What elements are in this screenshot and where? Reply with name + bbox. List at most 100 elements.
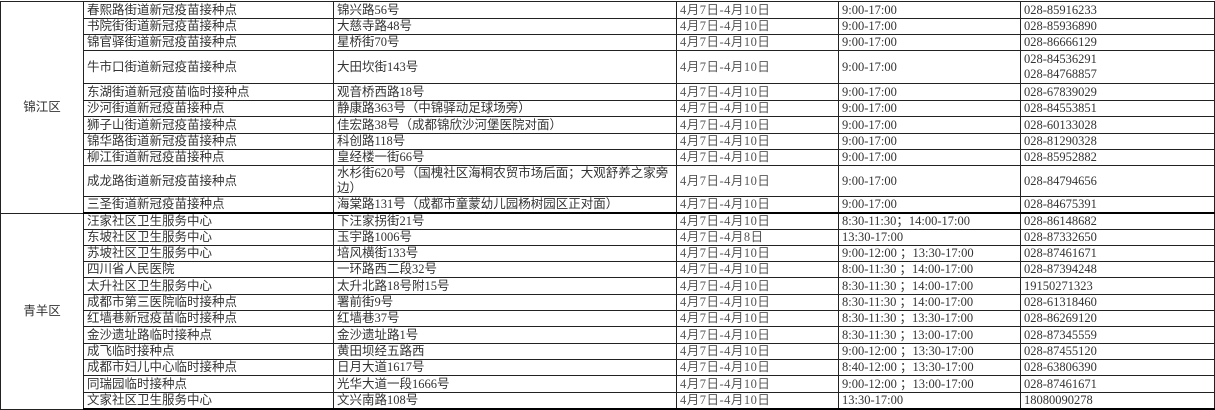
date-cell: 4月7日-4月10日 — [676, 165, 839, 197]
phone-number: 028-87345559 — [1024, 327, 1097, 342]
phone-number: 028-86666129 — [1024, 35, 1097, 50]
site-name-cell: 红墙巷新冠疫苗临时接种点 — [83, 310, 334, 327]
address-cell: 红墙巷37号 — [333, 310, 677, 327]
address-cell: 佳宏路38号（成都锦欣沙河堡医院对面） — [333, 116, 677, 134]
table-row: 锦官驿街道新冠疫苗接种点 星桥街70号 4月7日-4月10日 9:00-17:00 02… — [1, 34, 1215, 51]
phone-cell: 028-85936890 — [1020, 18, 1215, 35]
table-row: 青羊区 汪家社区卫生服务中心 下汪家拐街21号 4月7日-4月10日 8:30-11:3… — [0, 212, 1215, 410]
phone-cell: 028-87345559 — [1020, 326, 1215, 344]
time-cell: 13:30-17:00 — [838, 392, 1021, 410]
site-name-cell: 成龙路街道新冠疫苗接种点 — [83, 165, 334, 197]
address-cell: 海棠路131号（成都市童蒙幼儿园杨树园区正对面） — [333, 196, 677, 214]
phone-number: 028-84768857 — [1024, 67, 1097, 81]
table-row: 牛市口街道新冠疫苗接种点 大田坎街143号 4月7日-4月10日 9:00-17:00… — [1, 50, 1215, 84]
time-cell: 9:00-17:00 — [838, 133, 1021, 150]
address-cell: 文兴南路108号 — [333, 392, 677, 410]
time-cell: 9:00-17:00 — [838, 116, 1021, 134]
time-cell: 8:30-11:30 ；13:30-17:00 — [838, 310, 1021, 327]
date-cell: 4月7日-4月10日 — [676, 83, 839, 101]
site-name-cell: 锦官驿街道新冠疫苗接种点 — [83, 34, 334, 51]
address-cell: 下汪家拐街21号 — [333, 212, 677, 230]
phone-number: 028-87332650 — [1024, 230, 1097, 245]
address-cell: 培风横街133号 — [333, 245, 677, 262]
date-cell: 4月7日-4月10日 — [676, 294, 839, 311]
site-name-cell: 书院街街道新冠疫苗接种点 — [83, 18, 334, 35]
phone-number: 028-63806390 — [1024, 360, 1097, 375]
site-name-cell: 汪家社区卫生服务中心 — [83, 212, 334, 230]
phone-cell: 028-67839029 — [1020, 83, 1215, 101]
address-cell: 大田坎街143号 — [333, 50, 677, 84]
table-row: 文家社区卫生服务中心 文兴南路108号 4月7日-4月10日 13:30-17:00 1… — [1, 392, 1215, 410]
table-row: 锦华路街道新冠疫苗接种点 科创路118号 4月7日-4月10日 9:00-17:00 0… — [1, 133, 1215, 150]
table-row: 沙河街道新冠疫苗接种点 静康路363号（中锦驿动足球场旁） 4月7日-4月10日 9:… — [1, 100, 1215, 117]
address-cell: 金沙遗址路1号 — [333, 326, 677, 344]
time-cell: 9:00-17:00 — [838, 149, 1021, 166]
site-name-cell: 春熙路街道新冠疫苗接种点 — [83, 1, 334, 19]
address-cell: 光华大道一段1666号 — [333, 375, 677, 393]
phone-number: 028-84553851 — [1024, 101, 1097, 116]
address-cell: 锦兴路56号 — [333, 1, 677, 19]
date-cell: 4月7日-4月10日 — [676, 261, 839, 278]
district-cell: 锦江区 — [0, 1, 84, 214]
address-cell: 科创路118号 — [333, 133, 677, 150]
address-cell: 静康路363号（中锦驿动足球场旁） — [333, 100, 677, 117]
date-cell: 4月7日-4月10日 — [676, 100, 839, 117]
date-cell: 4月7日-4月10日 — [676, 326, 839, 344]
phone-number: 028-67839029 — [1024, 84, 1097, 99]
site-name-cell: 东湖街道新冠疫苗临时接种点 — [83, 83, 334, 101]
site-name-cell: 金沙遗址路临时接种点 — [83, 326, 334, 344]
time-cell: 9:00-17:00 — [838, 1, 1021, 19]
phone-cell: 028-84675391 — [1020, 196, 1215, 214]
phone-number: 028-87461671 — [1024, 246, 1097, 261]
phone-number: 028-86269120 — [1024, 311, 1097, 326]
table-row: 金沙遗址路临时接种点 金沙遗址路1号 4月7日-4月10日 8:30-11:30 ；1… — [1, 326, 1215, 344]
time-cell: 13:30-17:00 — [838, 229, 1021, 246]
address-cell: 玉宇路1006号 — [333, 229, 677, 246]
date-cell: 4月7日-4月10日 — [676, 149, 839, 166]
table-row: 四川省人民医院 一环路西二段32号 4月7日-4月10日 8:00-11:30 ；14… — [1, 261, 1215, 278]
phone-cell: 028-85952882 — [1020, 149, 1215, 166]
site-name-cell: 成都市第三医院临时接种点 — [83, 294, 334, 311]
time-cell: 9:00-12:00 ；13:30-17:00 — [838, 245, 1021, 262]
table-row: 太升社区卫生服务中心 太升北路18号附15号 4月7日-4月10日 8:30-11:3… — [1, 277, 1215, 295]
date-cell: 4月7日-4月10日 — [676, 133, 839, 150]
time-cell: 9:00-12:00 ；13:00-17:00 — [838, 375, 1021, 393]
time-cell: 9:00-17:00 — [838, 196, 1021, 214]
table-row: 狮子山街道新冠疫苗接种点 佳宏路38号（成都锦欣沙河堡医院对面） 4月7日-4月10… — [1, 116, 1215, 134]
phone-number: 028-81290328 — [1024, 134, 1097, 149]
table-row: 三圣街道新冠疫苗接种点 海棠路131号（成都市童蒙幼儿园杨树园区正对面） 4月7日-… — [1, 196, 1215, 214]
phone-cell: 028-85916233 — [1020, 1, 1215, 19]
address-cell: 署前街9号 — [333, 294, 677, 311]
date-cell: 4月7日-4月10日 — [676, 375, 839, 393]
phone-number: 028-87461671 — [1024, 376, 1097, 391]
date-cell: 4月7日-4月10日 — [676, 310, 839, 327]
phone-cell: 028-87332650 — [1020, 229, 1215, 246]
table-row: 成都市第三医院临时接种点 署前街9号 4月7日-4月10日 8:30-11:30 ；1… — [1, 294, 1215, 311]
table-row: 柳江街道新冠疫苗接种点 皇经楼一街66号 4月7日-4月10日 9:00-17:00 0… — [1, 149, 1215, 166]
date-cell: 4月7日-4月10日 — [676, 116, 839, 134]
time-cell: 8:30-11:30 ；14:00-17:00 — [838, 294, 1021, 311]
table-row: 红墙巷新冠疫苗临时接种点 红墙巷37号 4月7日-4月10日 8:30-11:30 ；… — [1, 310, 1215, 327]
address-cell: 星桥街70号 — [333, 34, 677, 51]
date-cell: 4月7日-4月10日 — [676, 212, 839, 230]
site-name-cell: 柳江街道新冠疫苗接种点 — [83, 149, 334, 166]
address-cell: 一环路西二段32号 — [333, 261, 677, 278]
time-cell: 9:00-17:00 — [838, 50, 1021, 84]
phone-cell: 19150271323 — [1020, 277, 1215, 295]
date-cell: 4月7日-4月10日 — [676, 1, 839, 19]
date-cell: 4月7日-4月10日 — [676, 359, 839, 376]
address-cell: 黄田坝经五路西 — [333, 343, 677, 360]
table-row: 书院街街道新冠疫苗接种点 大慈寺路48号 4月7日-4月10日 9:00-17:00 0… — [1, 18, 1215, 35]
date-cell: 4月7日-4月10日 — [676, 277, 839, 295]
site-name-cell: 三圣街道新冠疫苗接种点 — [83, 196, 334, 214]
date-cell: 4月7日-4月10日 — [676, 245, 839, 262]
address-cell: 日月大道1617号 — [333, 359, 677, 376]
phone-cell: 028-87455120 — [1020, 343, 1215, 360]
address-cell: 大慈寺路48号 — [333, 18, 677, 35]
address-cell: 观音桥西路18号 — [333, 83, 677, 101]
address-cell: 水杉街620号（国槐社区海桐农贸市场后面；大观舒养之家旁边） — [333, 165, 677, 197]
phone-number: 028-84536291 — [1024, 52, 1097, 66]
phone-number: 028-60133028 — [1024, 117, 1097, 132]
phone-number: 028-61318460 — [1024, 295, 1097, 310]
phone-cell: 028-87461671 — [1020, 245, 1215, 262]
